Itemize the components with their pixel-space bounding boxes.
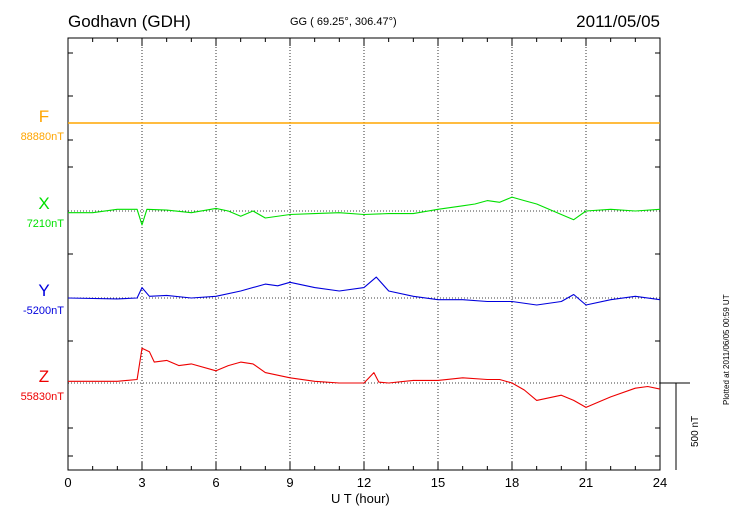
series-Z-line <box>68 347 661 408</box>
axis-ticks <box>67 38 661 470</box>
station-coordinates: GG ( 69.25°, 306.47°) <box>290 16 397 28</box>
series-X-line <box>68 196 661 226</box>
x-tick-label-0: 0 <box>64 475 71 490</box>
scale-bar <box>660 382 690 470</box>
label-Y: Y <box>38 281 50 300</box>
series-lines <box>67 122 661 408</box>
x-tick-label-9: 9 <box>286 475 293 490</box>
baseline-Z: 55830nT <box>20 391 64 403</box>
baseline-Y: -5200nT <box>23 305 64 317</box>
x-tick-label-6: 6 <box>212 475 219 490</box>
baseline-X: 7210nT <box>26 218 64 230</box>
x-tick-labels: 0 3 6 9 12 15 18 21 24 <box>64 475 667 490</box>
x-axis-label: U T (hour) <box>331 491 390 506</box>
plot-date: 2011/05/05 <box>576 12 660 31</box>
label-Z: Z <box>38 367 50 386</box>
scale-bar-label: 500 nT <box>690 415 701 447</box>
x-tick-label-12: 12 <box>357 475 371 490</box>
series-Y-line <box>67 276 661 306</box>
x-tick-label-15: 15 <box>431 475 445 490</box>
baseline-F: 88880nT <box>20 131 64 143</box>
station-title: Godhavn (GDH) <box>68 12 191 31</box>
vertical-gridlines <box>141 38 587 470</box>
label-X: X <box>38 194 50 213</box>
x-tick-label-21: 21 <box>579 475 593 490</box>
x-tick-label-3: 3 <box>138 475 145 490</box>
x-tick-label-18: 18 <box>505 475 519 490</box>
label-F: F <box>38 107 50 126</box>
plotted-timestamp: Plotted at 2011/06/05 00:59 UT <box>722 294 730 405</box>
x-tick-label-24: 24 <box>653 475 667 490</box>
